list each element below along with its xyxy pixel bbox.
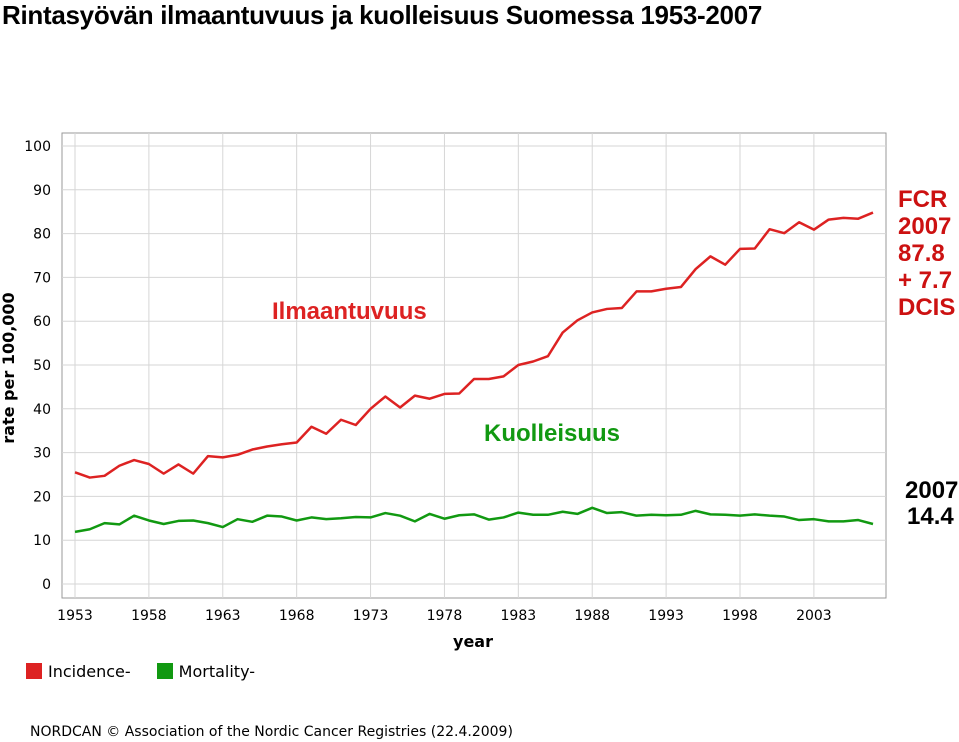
y-tick-label: 20 [33,489,51,505]
legend-item-incidence: Incidence- [26,662,131,681]
x-tick-label: 1958 [131,608,167,624]
x-tick-label: 1968 [279,608,315,624]
mortality-note-line: 14.4 [907,503,954,530]
grid-lines [62,133,886,598]
y-axis-ticks: 0 10 20 30 40 50 60 70 80 90 100 [24,139,51,593]
fcr-note-line: FCR [898,186,948,213]
y-tick-label: 40 [33,402,51,418]
x-tick-label: 1973 [353,608,389,624]
fcr-note-line: 2007 [898,213,952,240]
y-tick-label: 100 [24,139,51,155]
mortality-note: 2007 14.4 [905,478,958,530]
y-tick-label: 30 [33,446,51,462]
x-tick-label: 1988 [574,608,610,624]
fcr-note-line: 87.8 [898,240,945,267]
y-tick-label: 0 [42,577,51,593]
legend-label-mortality: Mortality- [178,661,256,681]
y-tick-label: 90 [33,183,51,199]
legend-item-mortality: Mortality- [156,661,256,681]
series-line-mortality [74,506,874,534]
page-title: Rintasyövän ilmaantuvuus ja kuolleisuus … [2,0,763,30]
y-axis-label: rate per 100,000 [0,292,18,443]
y-tick-label: 10 [33,533,51,549]
incidence-annotation: Ilmaantuvuus [272,298,427,325]
x-tick-label: 1993 [648,608,684,624]
x-tick-label: 1978 [427,608,463,624]
y-tick-label: 50 [33,358,51,374]
fcr-note-line: DCIS [898,294,956,321]
x-tick-label: 1998 [722,608,758,624]
mortality-note-line: 2007 [905,477,959,504]
series-group [74,211,874,534]
series-line-incidence [74,211,874,479]
source-footer: NORDCAN © Association of the Nordic Canc… [30,724,513,740]
legend-swatch-incidence [26,663,42,679]
x-axis-label: year [453,632,493,651]
legend-swatch-mortality [156,663,173,679]
legend: Incidence- Mortality- [26,660,281,682]
x-tick-label: 1983 [501,608,537,624]
x-axis-ticks: 1953 1958 1963 1968 1973 1978 1983 1988 1993 1998… [57,608,832,624]
y-tick-label: 80 [33,227,51,243]
fcr-note: FCR 2007 87.8 + 7.7 DCIS [898,186,955,321]
x-tick-label: 1953 [57,608,93,624]
legend-label-incidence: Incidence- [48,661,131,681]
x-tick-label: 1963 [205,608,241,624]
y-tick-label: 70 [33,270,51,286]
fcr-note-line: + 7.7 [898,267,953,294]
x-tick-label: 2003 [796,608,832,624]
mortality-annotation: Kuolleisuus [484,420,621,447]
y-tick-label: 60 [33,314,51,330]
